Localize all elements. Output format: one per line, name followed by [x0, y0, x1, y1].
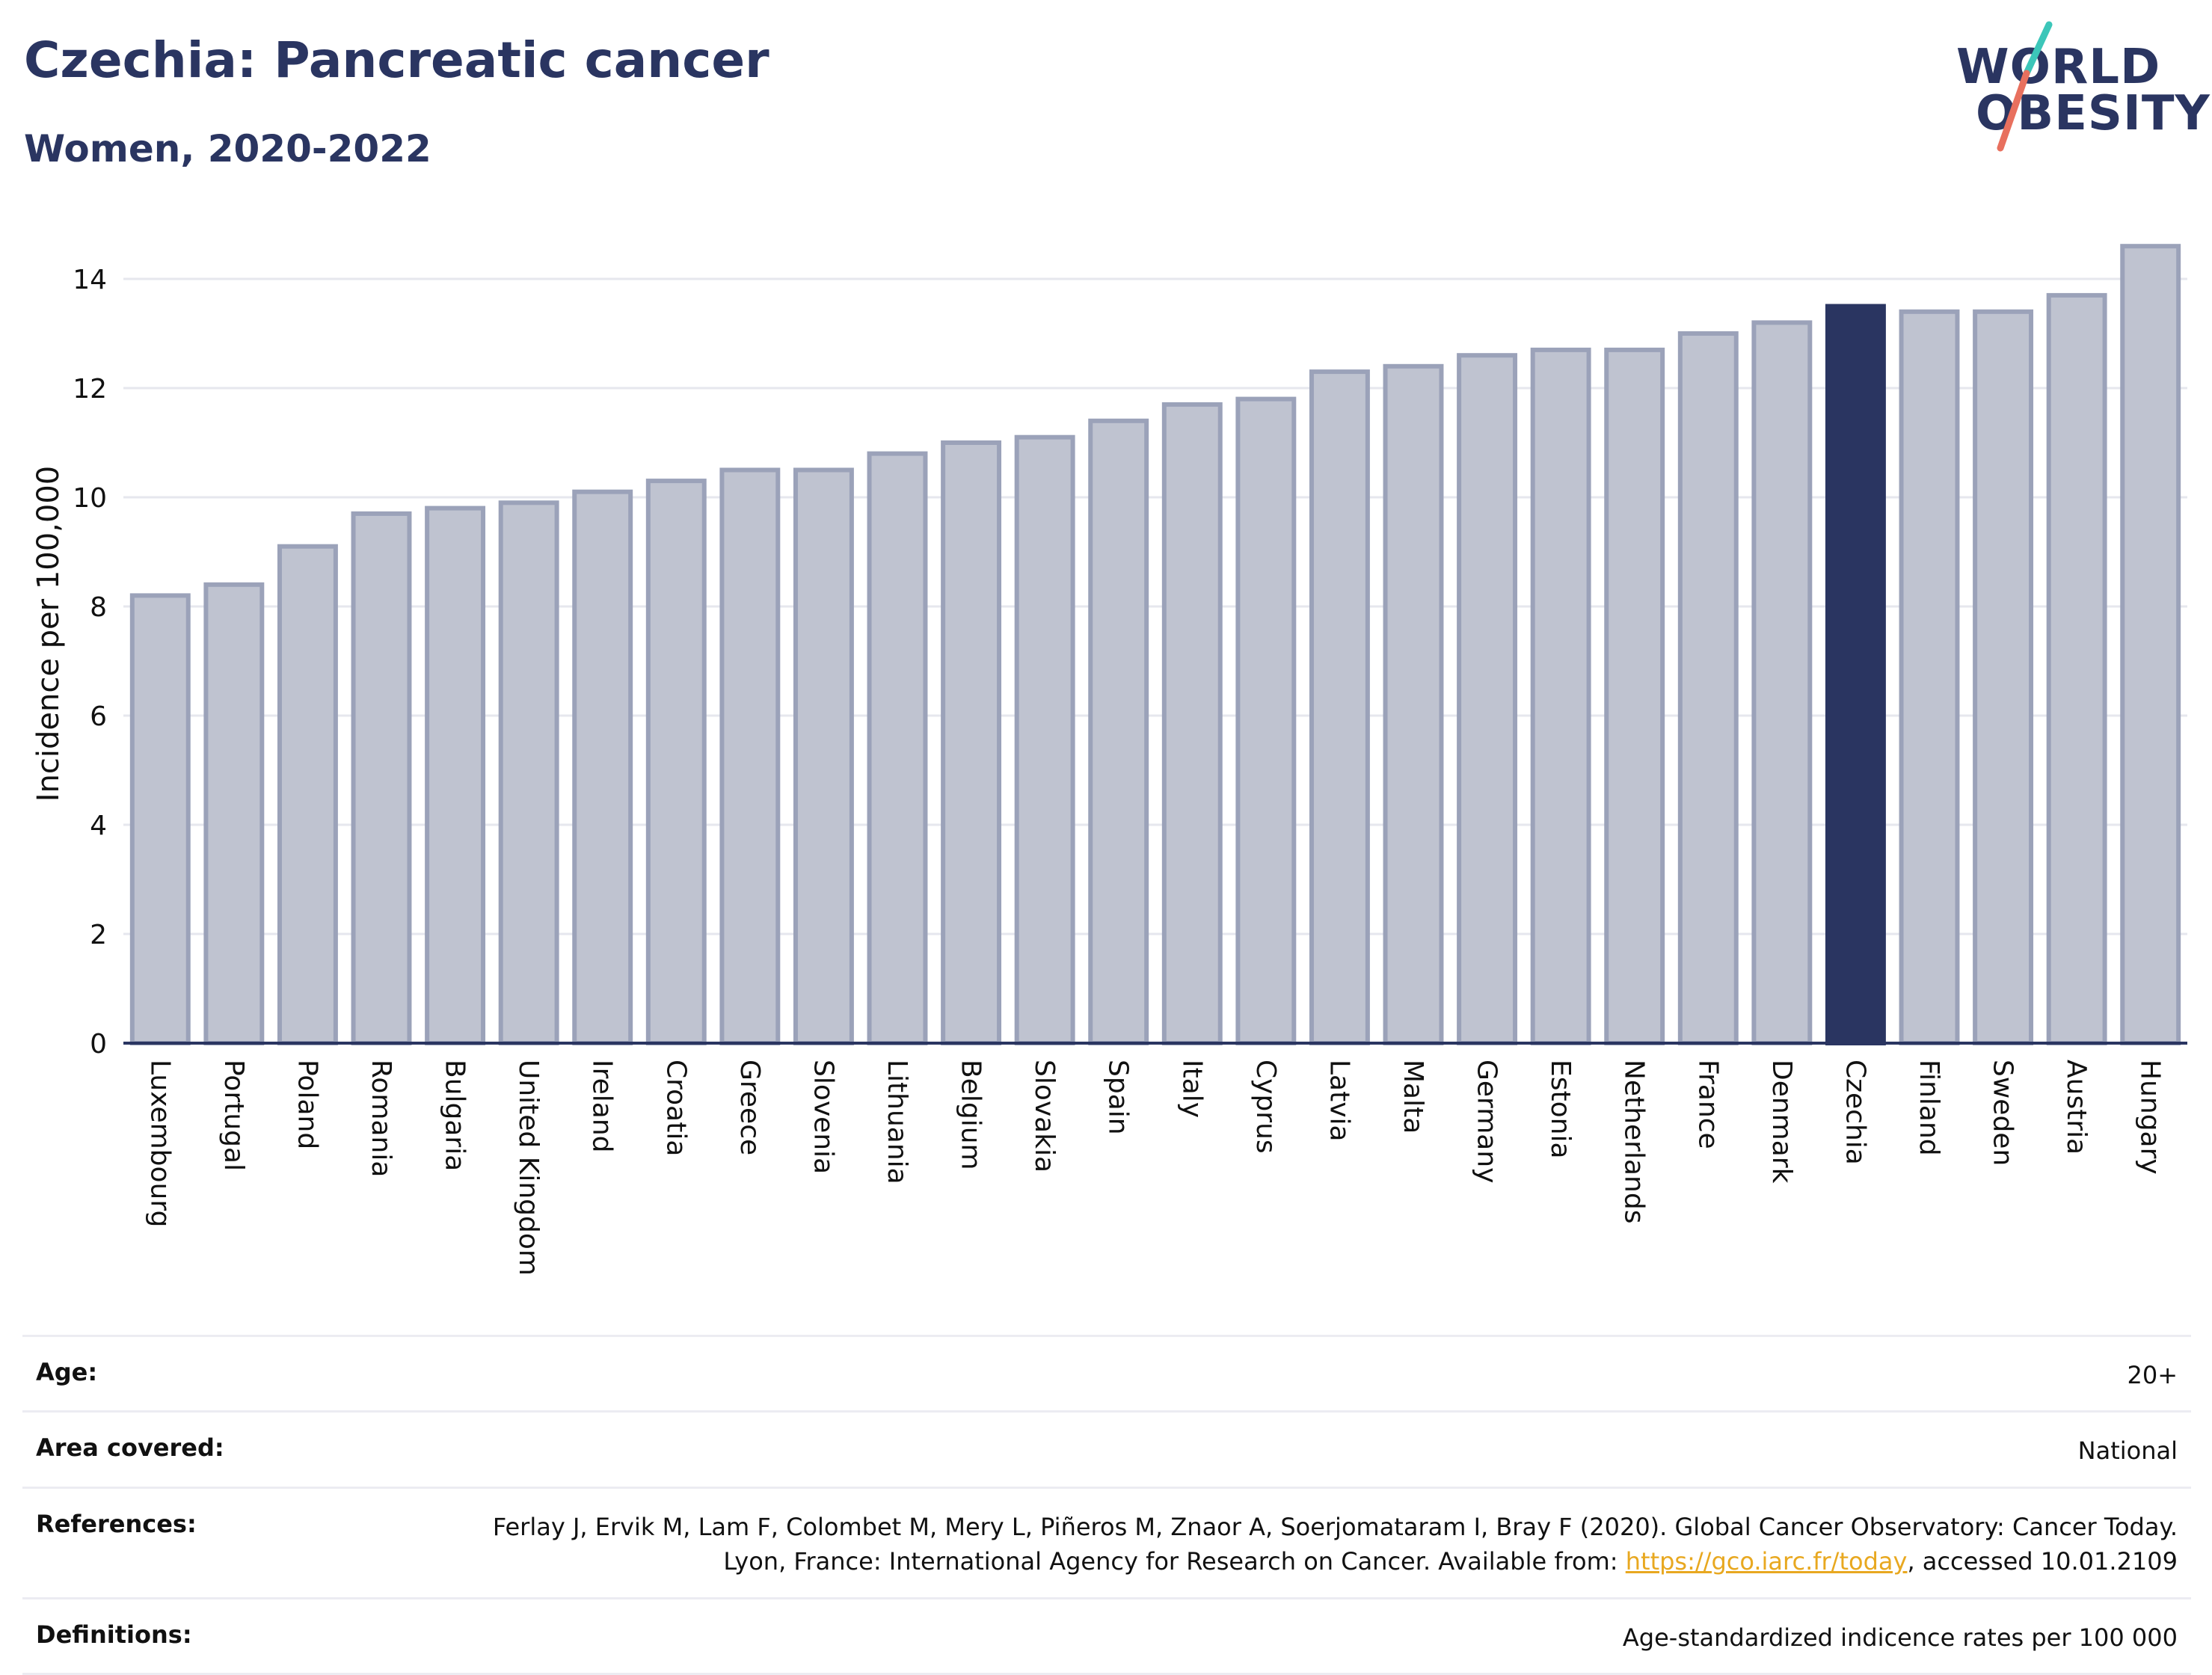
x-tick-label: Denmark — [1766, 1060, 1797, 1184]
info-row-definitions: Definitions: Age-standardized indicence … — [22, 1596, 2191, 1675]
bar — [351, 511, 412, 1045]
bar — [277, 544, 338, 1045]
x-tick-label: Greece — [734, 1060, 765, 1155]
area-label: Area covered: — [36, 1433, 224, 1463]
x-tick-label: Slovenia — [808, 1060, 838, 1174]
x-tick-label: Malta — [1398, 1060, 1428, 1134]
x-tick-label: Austria — [2061, 1060, 2092, 1155]
x-tick-label: Sweden — [1988, 1060, 2018, 1166]
definitions-label: Definitions: — [36, 1620, 192, 1649]
bar — [203, 582, 265, 1045]
bar — [1309, 369, 1370, 1046]
bar — [1973, 309, 2034, 1046]
bar — [1161, 402, 1223, 1045]
bar-chart: 0 2 4 6 8 10 12 14 Incidence per 100,000 Luxembou… — [31, 244, 2187, 1276]
bar — [1825, 304, 1886, 1045]
page-subtitle: Women, 2020-2022 — [24, 127, 431, 170]
y-tick-label: 4 — [90, 811, 107, 841]
references-value: Ferlay J, Ervik M, Lam F, Colombet M, Me… — [458, 1510, 2178, 1579]
x-tick-label: Latvia — [1324, 1060, 1354, 1142]
world-obesity-logo: WORLD OBESITY — [1944, 21, 2210, 156]
y-tick-label: 8 — [90, 592, 107, 623]
logo-text-world: WORLD — [1956, 40, 2161, 95]
bar — [1604, 347, 1665, 1045]
x-tick-label: Croatia — [660, 1060, 691, 1156]
age-label: Age: — [36, 1358, 98, 1386]
x-tick-label: Belgium — [956, 1060, 986, 1170]
age-value: 20+ — [2127, 1361, 2178, 1389]
references-label: References: — [36, 1509, 197, 1538]
y-axis-title: Incidence per 100,000 — [31, 466, 66, 802]
x-tick-label: United Kingdom — [513, 1060, 544, 1276]
y-tick-label: 2 — [90, 920, 107, 950]
x-tick-label: Italy — [1176, 1060, 1207, 1118]
x-tick-label: Netherlands — [1619, 1060, 1650, 1223]
page-title: Czechia: Pancreatic cancer — [24, 31, 769, 89]
x-tick-label: Luxembourg — [144, 1060, 175, 1227]
bar — [1751, 320, 1813, 1045]
bar — [1014, 434, 1075, 1045]
x-tick-label: Germany — [1472, 1060, 1502, 1183]
definitions-value: Age-standardized indicence rates per 100… — [1622, 1623, 2178, 1652]
x-tick-label: Slovakia — [1029, 1060, 1060, 1172]
y-tick-label: 14 — [73, 265, 107, 295]
bar — [1899, 309, 1960, 1046]
x-tick-label: France — [1692, 1060, 1723, 1149]
x-tick-label: Poland — [292, 1060, 322, 1149]
info-row-age: Age: 20+ — [22, 1335, 2191, 1410]
bar — [793, 467, 854, 1045]
bar — [498, 500, 559, 1045]
x-tick-label: Romania — [366, 1060, 396, 1177]
x-tick-label: Hungary — [2135, 1060, 2166, 1175]
bar — [1530, 347, 1591, 1045]
x-tick-label: Portugal — [218, 1060, 249, 1171]
y-tick-label: 6 — [90, 701, 107, 732]
bar — [941, 440, 1002, 1045]
bar — [1088, 418, 1149, 1045]
bar — [1383, 363, 1444, 1046]
bar — [2046, 292, 2107, 1045]
bar — [1457, 353, 1518, 1045]
area-value: National — [2077, 1436, 2178, 1466]
bar — [1235, 396, 1297, 1046]
x-tick-label: Spain — [1103, 1060, 1134, 1135]
y-tick-label: 0 — [90, 1029, 107, 1060]
x-tick-label: Czechia — [1840, 1060, 1870, 1165]
bar — [425, 505, 486, 1046]
logo-slash-icon — [1997, 21, 2053, 152]
info-row-references: References: Ferlay J, Ervik M, Lam F, Co… — [22, 1486, 2191, 1597]
info-row-area: Area covered: National — [22, 1410, 2191, 1486]
references-text: Ferlay J, Ervik M, Lam F, Colombet M, Me… — [492, 1512, 2178, 1576]
x-tick-label: Cyprus — [1250, 1060, 1281, 1154]
bar — [1677, 331, 1739, 1045]
bar — [2120, 244, 2181, 1046]
references-accessed: , accessed 10.01.2109 — [1907, 1547, 2178, 1576]
bar — [129, 593, 191, 1045]
bar — [867, 451, 928, 1046]
bar — [572, 489, 633, 1045]
x-tick-label: Finland — [1914, 1060, 1944, 1156]
bar — [645, 479, 707, 1046]
x-tick-label: Lithuania — [882, 1060, 912, 1184]
info-table: Age: 20+ Area covered: National Referenc… — [22, 1335, 2191, 1675]
x-tick-label: Bulgaria — [440, 1060, 470, 1171]
x-tick-label: Estonia — [1545, 1060, 1576, 1159]
references-link[interactable]: https://gco.iarc.fr/today — [1625, 1547, 1908, 1576]
bar — [719, 467, 781, 1045]
x-tick-label: Ireland — [587, 1060, 618, 1153]
y-tick-label: 12 — [73, 374, 107, 405]
y-tick-label: 10 — [73, 483, 107, 514]
